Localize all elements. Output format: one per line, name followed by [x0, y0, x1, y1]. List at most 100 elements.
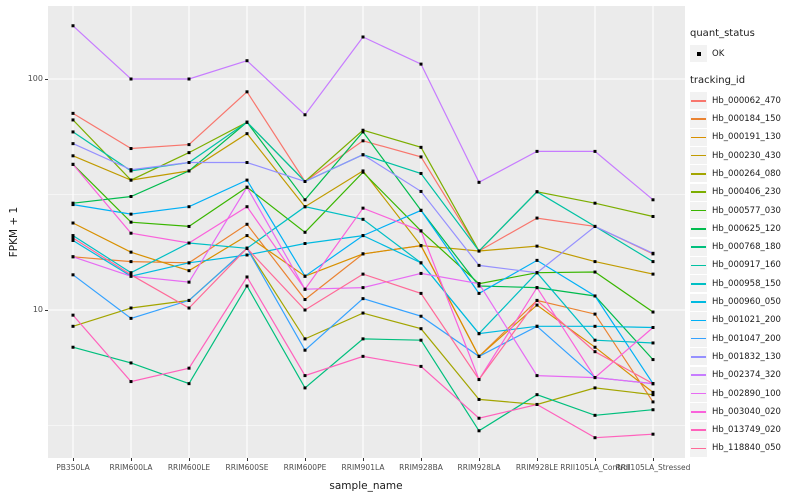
legend-key-swatch: [690, 385, 707, 403]
data-point: [187, 143, 191, 147]
data-point: [245, 185, 249, 189]
legend-item: Hb_000960_050: [690, 293, 798, 311]
data-point: [593, 224, 597, 228]
data-point: [419, 229, 423, 233]
x-tick-mark: [421, 458, 422, 461]
data-point: [477, 263, 481, 267]
data-point: [651, 214, 655, 218]
data-point: [245, 275, 249, 279]
data-point: [245, 132, 249, 136]
data-point: [477, 284, 481, 288]
legend-item: Hb_000958_150: [690, 275, 798, 293]
x-tick-mark: [363, 458, 364, 461]
data-point: [245, 120, 249, 124]
data-point: [651, 198, 655, 202]
legend-item-label: Hb_000191_130: [712, 132, 781, 143]
y-axis-title: FPKM + 1: [8, 206, 20, 258]
data-point: [651, 400, 655, 404]
legend-key-swatch: [690, 403, 707, 421]
data-point: [129, 260, 133, 264]
data-point: [187, 269, 191, 273]
data-point: [535, 402, 539, 406]
legend-item-label: Hb_000577_030: [712, 205, 781, 216]
data-point: [419, 171, 423, 175]
data-point: [71, 324, 75, 328]
data-point: [361, 206, 365, 210]
data-point: [129, 306, 133, 310]
legend-key-swatch: [690, 330, 707, 348]
x-tick-mark: [479, 458, 480, 461]
data-point: [535, 216, 539, 220]
data-point: [535, 149, 539, 153]
data-point: [361, 35, 365, 39]
legend-item-label: Hb_000917_160: [712, 260, 781, 271]
data-point: [419, 314, 423, 318]
data-point: [129, 220, 133, 224]
data-point: [187, 241, 191, 245]
legend-key-point: [690, 45, 707, 62]
legend-item-label: Hb_002890_100: [712, 388, 781, 399]
legend-item-label: Hb_000960_050: [712, 297, 781, 308]
legend-item-label: Hb_000625_120: [712, 223, 781, 234]
legend-key-swatch: [690, 293, 707, 311]
legend-key-swatch: [690, 238, 707, 256]
point-marker-icon: [697, 52, 701, 56]
data-point: [651, 260, 655, 264]
x-tick-label: RRIM600PE: [283, 463, 327, 472]
data-point: [593, 324, 597, 328]
data-point: [593, 260, 597, 264]
plot-panel: [48, 6, 685, 458]
data-point: [651, 310, 655, 314]
legend-item-label: Hb_002374_320: [712, 370, 781, 381]
data-point: [535, 298, 539, 302]
data-point: [245, 90, 249, 94]
x-tick-mark: [131, 458, 132, 461]
data-point: [71, 345, 75, 349]
data-point: [651, 390, 655, 394]
data-point: [187, 261, 191, 265]
data-point: [477, 291, 481, 295]
legend-key-swatch: [690, 183, 707, 201]
data-point: [651, 272, 655, 276]
legend-key-swatch: [690, 275, 707, 293]
data-point: [129, 250, 133, 254]
data-point: [419, 364, 423, 368]
legend-key-swatch: [690, 366, 707, 384]
data-point: [129, 194, 133, 198]
data-point: [593, 312, 597, 316]
data-point: [361, 234, 365, 238]
data-point: [129, 147, 133, 151]
legend-item-label: Hb_000958_150: [712, 278, 781, 289]
data-point: [129, 361, 133, 365]
data-point: [419, 208, 423, 212]
x-tick-label: PB350LA: [56, 463, 90, 472]
data-point: [303, 179, 307, 183]
x-tick-mark: [653, 458, 654, 461]
data-point: [71, 313, 75, 317]
data-point: [129, 77, 133, 81]
data-point: [651, 325, 655, 329]
data-point: [361, 170, 365, 174]
legend-key-swatch: [690, 147, 707, 165]
data-point: [651, 393, 655, 397]
legend-item: Hb_001021_200: [690, 311, 798, 329]
legend-item-label: OK: [712, 48, 725, 59]
y-tick-label: 10: [32, 305, 43, 314]
data-point: [303, 337, 307, 341]
data-point: [303, 113, 307, 117]
legend-item: Hb_000184_150: [690, 110, 798, 128]
legend-swatch-line-icon: [691, 319, 706, 322]
data-point: [245, 246, 249, 250]
legend-swatch-line-icon: [691, 282, 706, 285]
legend-item: Hb_000406_230: [690, 183, 798, 201]
data-point: [71, 111, 75, 115]
data-point: [477, 249, 481, 253]
data-point: [187, 205, 191, 209]
legend-swatch-line-icon: [691, 374, 706, 377]
data-point: [71, 234, 75, 238]
data-point: [535, 324, 539, 328]
data-point: [593, 270, 597, 274]
data-point: [245, 284, 249, 288]
legend-item: Hb_118840_050: [690, 439, 798, 457]
data-point: [303, 230, 307, 234]
